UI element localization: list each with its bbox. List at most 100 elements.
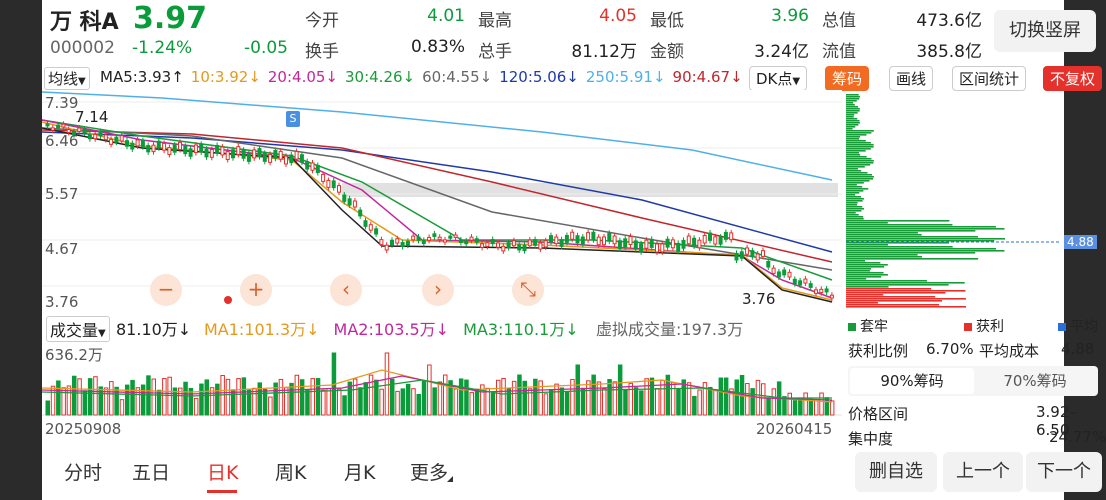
chip-bar (846, 190, 864, 192)
tab-five-day[interactable]: 五日 (132, 462, 171, 484)
volume-bar (697, 389, 702, 416)
candle-body (469, 236, 474, 241)
volume-chart[interactable] (42, 340, 842, 416)
volume-bar (178, 387, 183, 416)
previous-stock-button[interactable]: 上一个 (943, 452, 1023, 492)
no-adjust-button[interactable]: 不复权 (1043, 66, 1103, 91)
candle-body (729, 232, 734, 241)
candle-body (755, 253, 760, 261)
chip-bar (846, 148, 871, 150)
tab-more[interactable]: 更多 (410, 462, 449, 484)
end-date: 20260415 (756, 420, 833, 438)
volume-bar (257, 382, 262, 416)
chip-bar (846, 212, 856, 214)
chip-bar (846, 262, 881, 264)
dk-point-button[interactable]: DK点▼ (749, 66, 808, 91)
candle-body (485, 242, 490, 247)
volume-bar (114, 386, 119, 416)
volume-bar (268, 396, 273, 416)
candle-body (670, 239, 675, 249)
volume-bar (183, 381, 188, 416)
chip-bar (846, 268, 872, 270)
candle-body (77, 127, 82, 133)
chip-bar (846, 250, 1005, 252)
chip-bar (846, 266, 885, 268)
tab-chip-90[interactable]: 90%筹码 (850, 368, 974, 394)
pan-right-icon[interactable]: › (422, 274, 454, 306)
chip-bar (846, 280, 927, 282)
chip-button[interactable]: 筹码 (825, 66, 870, 91)
volume-bar (337, 388, 342, 416)
chip-bar (846, 222, 888, 224)
chip-tabs: 90%筹码 70%筹码 (848, 366, 1098, 396)
candle-body (681, 239, 686, 249)
tab-daily-k[interactable]: 日K (207, 462, 239, 484)
volume-bar (209, 387, 215, 416)
chip-bar (846, 194, 856, 196)
candle-body (527, 239, 532, 247)
indicator-select[interactable]: 成交量▼ (46, 316, 110, 342)
chip-bar (846, 196, 862, 198)
candle-body (156, 140, 161, 149)
volume-bar (262, 388, 268, 416)
zoom-in-icon[interactable]: + (240, 274, 272, 306)
tab-intraday[interactable]: 分时 (64, 462, 103, 484)
volume-bar (236, 378, 241, 416)
change-percent: -1.24% (132, 38, 193, 58)
candle-body (474, 238, 479, 243)
draw-line-button[interactable]: 画线 (889, 66, 934, 91)
range-stats-button[interactable]: 区间统计 (952, 66, 1027, 91)
chip-bar (846, 300, 942, 302)
next-stock-button[interactable]: 下一个 (1026, 452, 1102, 492)
chip-bar (846, 164, 871, 166)
candle-body (305, 161, 310, 170)
chip-bar (846, 154, 861, 156)
candle-body (628, 236, 633, 245)
chip-bar (846, 172, 868, 174)
chip-distribution-chart (846, 94, 1060, 308)
candle-body (315, 164, 320, 174)
avg-cost-label: 平均成本 (979, 342, 1040, 360)
chip-bar (846, 234, 922, 236)
switch-portrait-button[interactable]: 切换竖屏 (994, 10, 1096, 52)
tab-chip-70[interactable]: 70%筹码 (1003, 372, 1067, 390)
candle-body (501, 245, 506, 252)
candle-body (215, 144, 220, 154)
volume-bar (61, 387, 66, 416)
volume-bar (384, 352, 390, 416)
volume-bar (140, 384, 146, 416)
candle-body (437, 236, 442, 241)
candle-body (745, 247, 750, 255)
legend-label: 平均 (1070, 319, 1098, 335)
chip-bar (846, 168, 858, 170)
chip-bar (846, 144, 874, 146)
candle-body (368, 224, 373, 231)
volume-bar (464, 379, 469, 416)
candle-body (284, 155, 288, 165)
volume-ma-item: MA3:110.1万↓ (463, 320, 579, 339)
ma-type-label: 均线 (48, 70, 79, 88)
ma-type-select[interactable]: 均线▼ (44, 67, 90, 90)
pan-left-icon[interactable]: ‹ (330, 274, 362, 306)
volume-bar (607, 379, 612, 416)
remove-watchlist-button[interactable]: 删自选 (855, 452, 937, 492)
volume-bar (45, 400, 50, 416)
stat-value: 81.12万 (571, 42, 637, 62)
candle-body (172, 144, 177, 153)
chip-bar (846, 276, 882, 278)
candle-body (82, 128, 87, 134)
volume-bar (103, 387, 109, 416)
chip-bar (846, 106, 859, 108)
chip-bar (846, 270, 870, 272)
chip-bar (846, 170, 862, 172)
zoom-out-icon[interactable]: − (150, 274, 182, 306)
low-price-mark: 3.76 (742, 290, 776, 308)
volume-bar (374, 379, 379, 416)
volume-bar (522, 380, 527, 416)
change-amount: -0.05 (244, 38, 288, 58)
chip-bar (846, 290, 966, 292)
tab-weekly-k[interactable]: 周K (275, 462, 307, 484)
collapse-icon[interactable]: ⤡ (512, 274, 544, 306)
candle-body (246, 152, 251, 162)
tab-monthly-k[interactable]: 月K (344, 462, 376, 484)
